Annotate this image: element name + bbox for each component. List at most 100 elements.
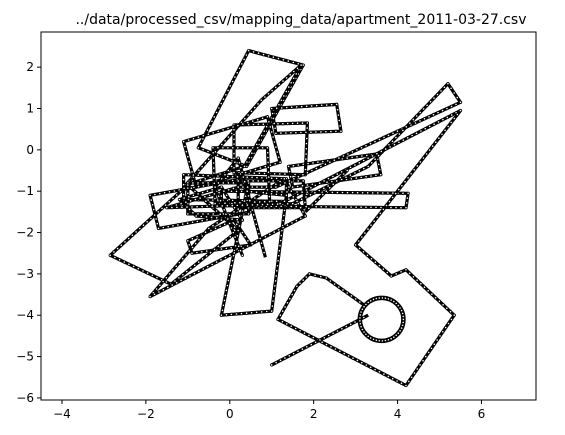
data-point (285, 322, 289, 326)
data-point (403, 180, 407, 184)
data-point (226, 217, 230, 221)
data-point (222, 298, 226, 302)
data-point (236, 123, 240, 128)
data-point (362, 158, 366, 163)
data-point (357, 169, 361, 173)
data-point (383, 296, 387, 300)
data-point (279, 239, 283, 243)
data-point (156, 226, 161, 230)
data-point (434, 140, 438, 144)
data-point (326, 177, 331, 181)
data-point (319, 205, 323, 209)
data-point (348, 165, 353, 169)
data-point (355, 191, 360, 195)
data-point (134, 230, 138, 234)
data-point (182, 173, 186, 177)
data-point (235, 218, 239, 222)
data-point (267, 195, 271, 199)
data-point (266, 54, 271, 58)
data-point (291, 60, 295, 65)
data-point (230, 204, 234, 208)
data-point (205, 189, 209, 193)
data-point (377, 162, 381, 166)
data-point (261, 52, 266, 57)
data-point (294, 131, 298, 135)
data-point (177, 260, 181, 265)
data-point (221, 181, 225, 185)
data-point (455, 96, 459, 100)
data-point (279, 193, 283, 197)
data-point (371, 297, 376, 301)
data-point (334, 205, 338, 209)
data-point (401, 138, 405, 142)
data-point (317, 196, 321, 200)
data-point (371, 191, 375, 195)
y-tick-label: −3 (16, 267, 34, 281)
data-point (118, 258, 122, 262)
data-point (400, 311, 405, 315)
data-point (277, 254, 281, 258)
data-point (150, 203, 155, 207)
data-point (196, 135, 200, 139)
data-point (190, 245, 195, 249)
data-point (295, 121, 300, 125)
data-point (261, 179, 265, 183)
data-point (176, 223, 180, 227)
data-point (399, 381, 404, 385)
data-point (364, 144, 368, 148)
data-point (358, 322, 362, 326)
data-point (231, 175, 235, 179)
data-point (265, 188, 270, 192)
data-point (216, 129, 220, 133)
data-point (232, 142, 236, 146)
data-point (399, 308, 404, 313)
data-point (195, 219, 199, 223)
data-point (207, 226, 211, 230)
data-point (201, 173, 205, 177)
data-point (268, 125, 272, 129)
data-point (278, 313, 282, 317)
data-point (365, 253, 370, 257)
data-point (166, 285, 170, 289)
data-point (239, 311, 244, 316)
data-point (362, 167, 366, 171)
data-point (280, 190, 284, 194)
data-point (349, 177, 353, 181)
data-point (232, 251, 236, 255)
data-point (382, 135, 386, 139)
data-point (386, 191, 390, 195)
data-point (372, 219, 376, 223)
data-point (335, 102, 339, 107)
data-point (285, 190, 289, 194)
data-point (305, 104, 309, 108)
data-point (304, 275, 308, 279)
data-point (354, 205, 358, 209)
data-point (292, 288, 297, 292)
data-point (233, 75, 237, 79)
data-point (404, 125, 408, 129)
data-point (322, 179, 326, 183)
data-point (418, 160, 422, 164)
data-point (283, 356, 287, 360)
y-tick-label: 1 (26, 101, 34, 115)
data-point (274, 176, 279, 180)
data-point (256, 118, 260, 122)
data-point (357, 161, 361, 165)
data-point (289, 189, 293, 193)
data-point (152, 292, 157, 296)
data-point (298, 281, 302, 285)
data-point (368, 142, 373, 146)
data-point (196, 173, 200, 177)
data-point (296, 349, 300, 353)
data-point (380, 339, 384, 343)
data-point (271, 179, 275, 183)
data-point (379, 205, 383, 210)
data-point (400, 184, 404, 188)
data-point (329, 345, 333, 349)
data-point (366, 156, 370, 160)
data-point (415, 367, 419, 371)
chart-title: ../data/processed_csv/mapping_data/apart… (75, 12, 526, 28)
data-point (234, 312, 239, 316)
data-point (300, 121, 305, 125)
data-point (127, 262, 131, 266)
